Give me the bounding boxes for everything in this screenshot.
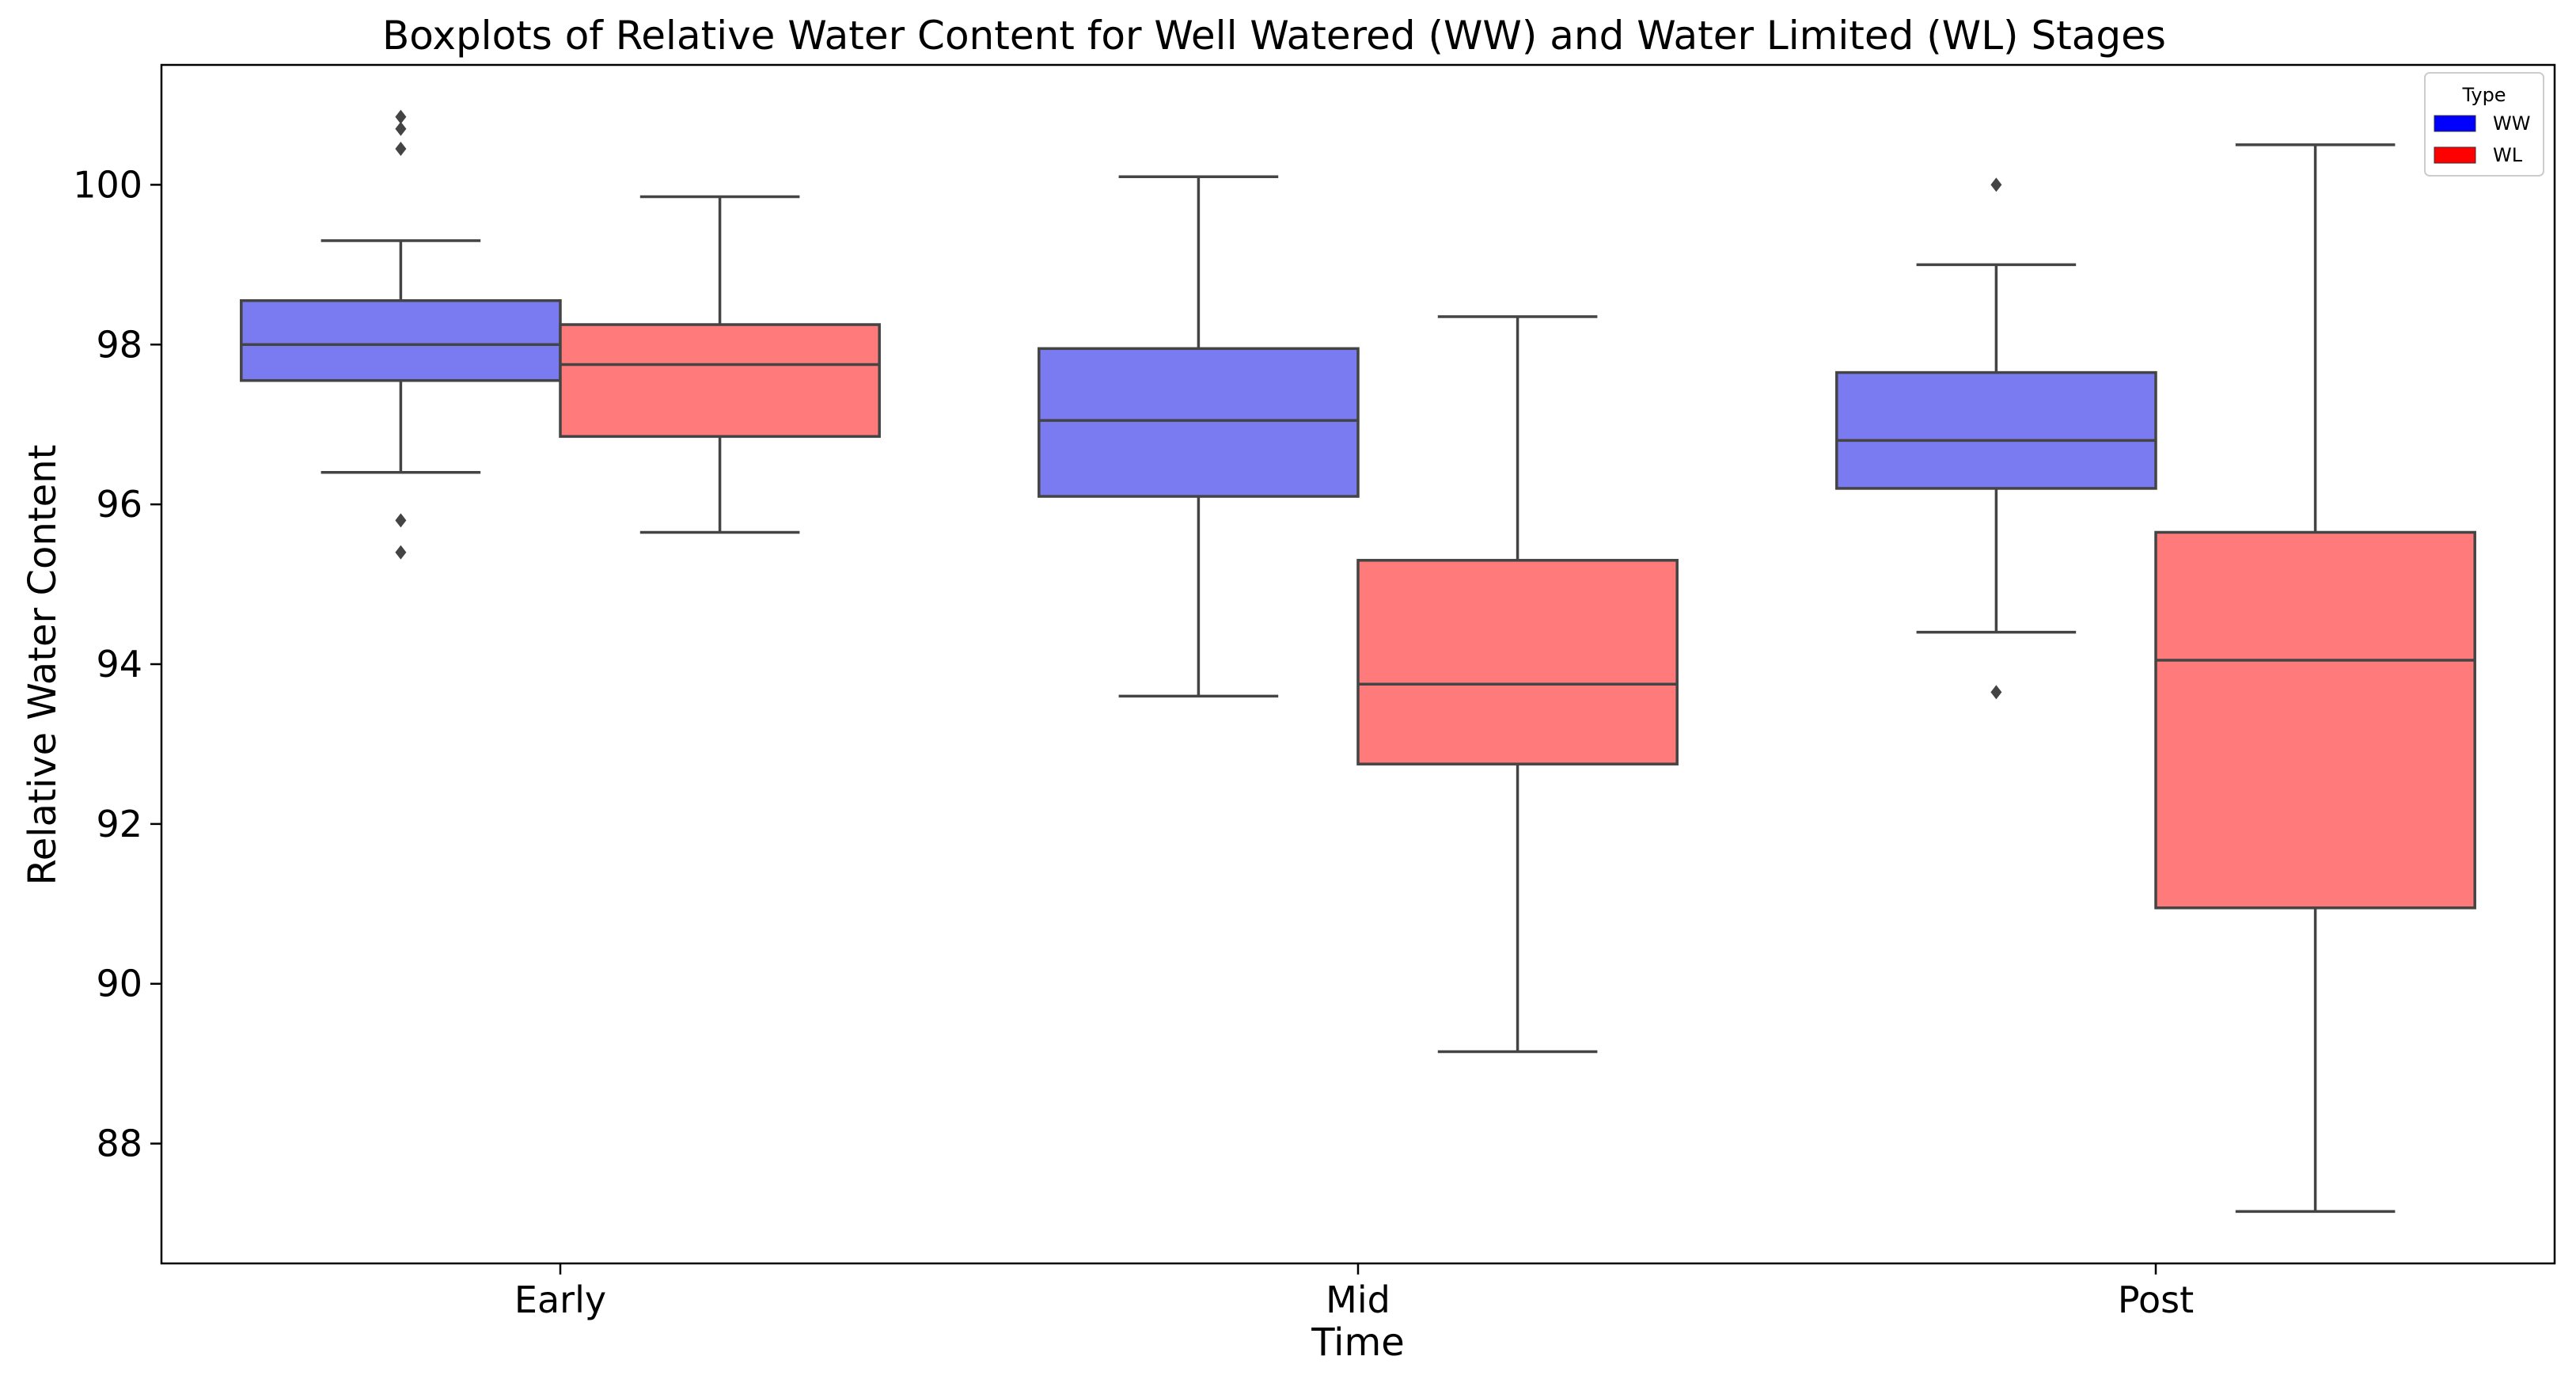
iqr-box bbox=[1356, 559, 1679, 765]
iqr-box bbox=[1835, 370, 2157, 490]
y-tick-label: 96 bbox=[96, 483, 142, 526]
box-ww-mid bbox=[1038, 175, 1360, 698]
outlier-point bbox=[395, 109, 407, 124]
iqr-box bbox=[2154, 530, 2476, 910]
box-wl-mid bbox=[1356, 315, 1679, 1054]
outlier-point bbox=[395, 545, 407, 560]
outlier-point bbox=[395, 513, 407, 528]
legend-swatch-ww bbox=[2434, 115, 2476, 132]
y-tick-label: 94 bbox=[96, 643, 142, 686]
y-axis: 88 90 92 94 96 98 100 bbox=[73, 163, 161, 1165]
y-axis-label: Relative Water Content bbox=[21, 445, 65, 886]
iqr-box bbox=[1038, 347, 1360, 498]
box-ww-post bbox=[1835, 177, 2157, 700]
y-tick-label: 92 bbox=[96, 803, 142, 845]
x-tick-label: Early bbox=[514, 1278, 606, 1321]
box-ww-early bbox=[240, 109, 562, 560]
outlier-point bbox=[395, 141, 407, 156]
y-tick-label: 88 bbox=[96, 1123, 142, 1165]
box-wl-early bbox=[559, 195, 881, 534]
box-wl-post bbox=[2154, 143, 2476, 1214]
legend-title: Type bbox=[2461, 84, 2506, 106]
outlier-point bbox=[395, 121, 407, 136]
y-tick-label: 100 bbox=[73, 163, 142, 206]
y-tick-label: 90 bbox=[96, 963, 142, 1005]
y-tick-label: 98 bbox=[96, 323, 142, 366]
x-axis: Early Mid Post bbox=[514, 1263, 2194, 1321]
x-tick-label: Mid bbox=[1326, 1278, 1390, 1321]
chart-title: Boxplots of Relative Water Content for W… bbox=[382, 13, 2166, 59]
x-axis-label: Time bbox=[1311, 1320, 1404, 1365]
x-tick-label: Post bbox=[2118, 1278, 2194, 1321]
iqr-box bbox=[559, 323, 881, 439]
legend-label-wl: WL bbox=[2493, 144, 2523, 166]
iqr-box bbox=[240, 299, 562, 382]
legend-swatch-wl bbox=[2434, 146, 2476, 164]
legend-label-ww: WW bbox=[2493, 112, 2530, 135]
outlier-point bbox=[1990, 177, 2002, 192]
legend: Type WW WL bbox=[2424, 72, 2544, 177]
plot-area bbox=[240, 109, 2476, 1214]
outlier-point bbox=[1990, 685, 2002, 700]
